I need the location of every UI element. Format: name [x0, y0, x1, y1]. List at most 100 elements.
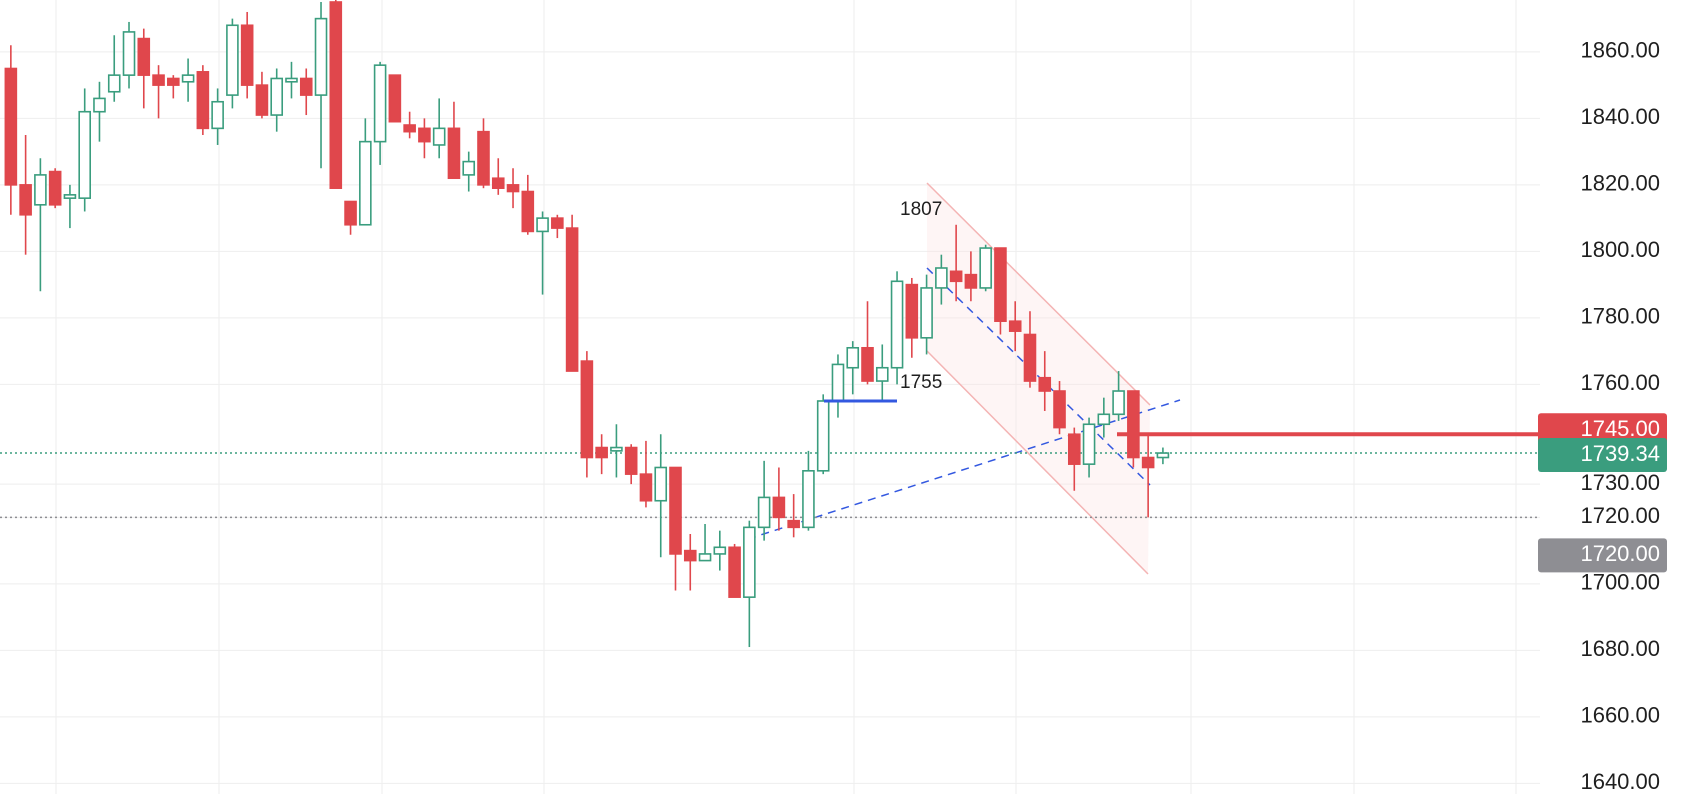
candle-body: [1097, 413, 1111, 426]
candle-body: [654, 466, 668, 502]
candle-body: [285, 77, 298, 83]
candle-body: [78, 110, 91, 199]
candle-body: [270, 77, 284, 116]
candle-body: [255, 84, 269, 116]
candle-body: [1067, 433, 1081, 465]
candle-body: [1008, 320, 1022, 332]
annotation-label: 1755: [900, 372, 942, 393]
candle-body: [890, 280, 904, 369]
candle-body: [565, 227, 579, 372]
y-tick-label: 1700.00: [1580, 570, 1660, 595]
price-tag: [1538, 438, 1667, 473]
price-grid: [0, 51, 1540, 784]
y-tick-label: 1800.00: [1580, 237, 1660, 262]
candle-body: [196, 71, 210, 130]
y-tick-label: 1730.00: [1580, 470, 1660, 495]
channel-line: [926, 350, 1149, 575]
candle-body: [639, 473, 653, 502]
candle-body: [388, 74, 402, 123]
candle-body: [757, 496, 771, 529]
annotations: 1807 1755: [824, 199, 942, 403]
candle-body: [994, 247, 1007, 322]
candle-body: [329, 1, 343, 189]
y-tick-label: 1660.00: [1580, 703, 1660, 728]
candle-body: [447, 127, 461, 180]
candle-body: [875, 366, 889, 382]
candle-body: [1038, 376, 1052, 392]
price-tag-label: 1739.34: [1580, 441, 1660, 466]
candle-body: [226, 24, 239, 96]
candle-body: [403, 124, 416, 133]
candle-body: [979, 247, 992, 289]
candle-body: [167, 77, 180, 86]
candle-body: [920, 287, 933, 339]
candle-body: [63, 194, 77, 199]
y-tick-label: 1860.00: [1580, 38, 1660, 63]
candle-body: [787, 519, 800, 529]
trend-line: [926, 267, 1151, 486]
candle-body: [211, 100, 224, 130]
candle-body: [536, 217, 549, 233]
candle-body: [1156, 452, 1170, 459]
candle-body: [580, 360, 594, 459]
candle-body: [669, 466, 682, 555]
candle-body: [949, 270, 963, 283]
candle-body: [462, 160, 476, 176]
y-tick-label: 1820.00: [1580, 171, 1660, 196]
candle-body: [802, 470, 815, 529]
candle-body: [48, 170, 62, 206]
candle-body: [491, 177, 505, 189]
candle-body: [93, 97, 106, 113]
candle-body: [344, 200, 357, 226]
candle-body: [137, 37, 151, 76]
candle-body: [314, 17, 328, 96]
y-tick-label: 1840.00: [1580, 104, 1660, 129]
candle-body: [698, 553, 712, 562]
candle-body: [152, 74, 165, 86]
annotation-label: 1807: [900, 199, 942, 220]
candle-body: [743, 526, 756, 598]
candles: [4, 0, 1170, 648]
candle-body: [1082, 423, 1096, 465]
time-grid: [55, 0, 1517, 794]
candle-body: [1112, 390, 1125, 416]
candle-body: [477, 130, 490, 186]
candle-body: [34, 174, 47, 206]
price-axis: 1640.00 1660.00 1680.00 1700.00 1720.00 1730.…: [1538, 38, 1667, 794]
candle-body: [107, 74, 121, 93]
candle-body: [418, 127, 431, 143]
candle-body: [772, 496, 786, 519]
candle-body: [181, 74, 195, 83]
candle-body: [935, 267, 948, 289]
y-tick-label: 1760.00: [1580, 370, 1660, 395]
candle-body: [299, 77, 313, 96]
candle-body: [905, 283, 919, 339]
candle-body: [728, 546, 741, 598]
candle-body: [240, 24, 254, 86]
candle-body: [19, 184, 32, 216]
candle-body: [1023, 333, 1037, 382]
candle-body: [964, 273, 978, 289]
y-tick-label: 1640.00: [1580, 769, 1660, 794]
candle-body: [861, 346, 874, 382]
y-tick-label: 1720.00: [1580, 503, 1660, 528]
candle-body: [831, 363, 845, 402]
channel-line: [926, 182, 1151, 406]
price-tag: [1538, 538, 1667, 573]
candle-body: [4, 67, 18, 186]
candle-body: [521, 190, 535, 233]
candle-body: [816, 400, 830, 472]
candle-body: [713, 546, 727, 555]
candle-body: [595, 446, 608, 459]
y-tick-label: 1780.00: [1580, 304, 1660, 329]
candle-body: [624, 446, 638, 475]
price-tag-label: 1720.00: [1580, 541, 1660, 566]
candle-body: [683, 549, 697, 562]
candle-body: [432, 127, 446, 146]
candle-body: [1053, 390, 1066, 429]
candle-body: [846, 346, 860, 369]
candle-body: [359, 140, 372, 226]
price-tag-label: 1745.00: [1580, 416, 1660, 441]
